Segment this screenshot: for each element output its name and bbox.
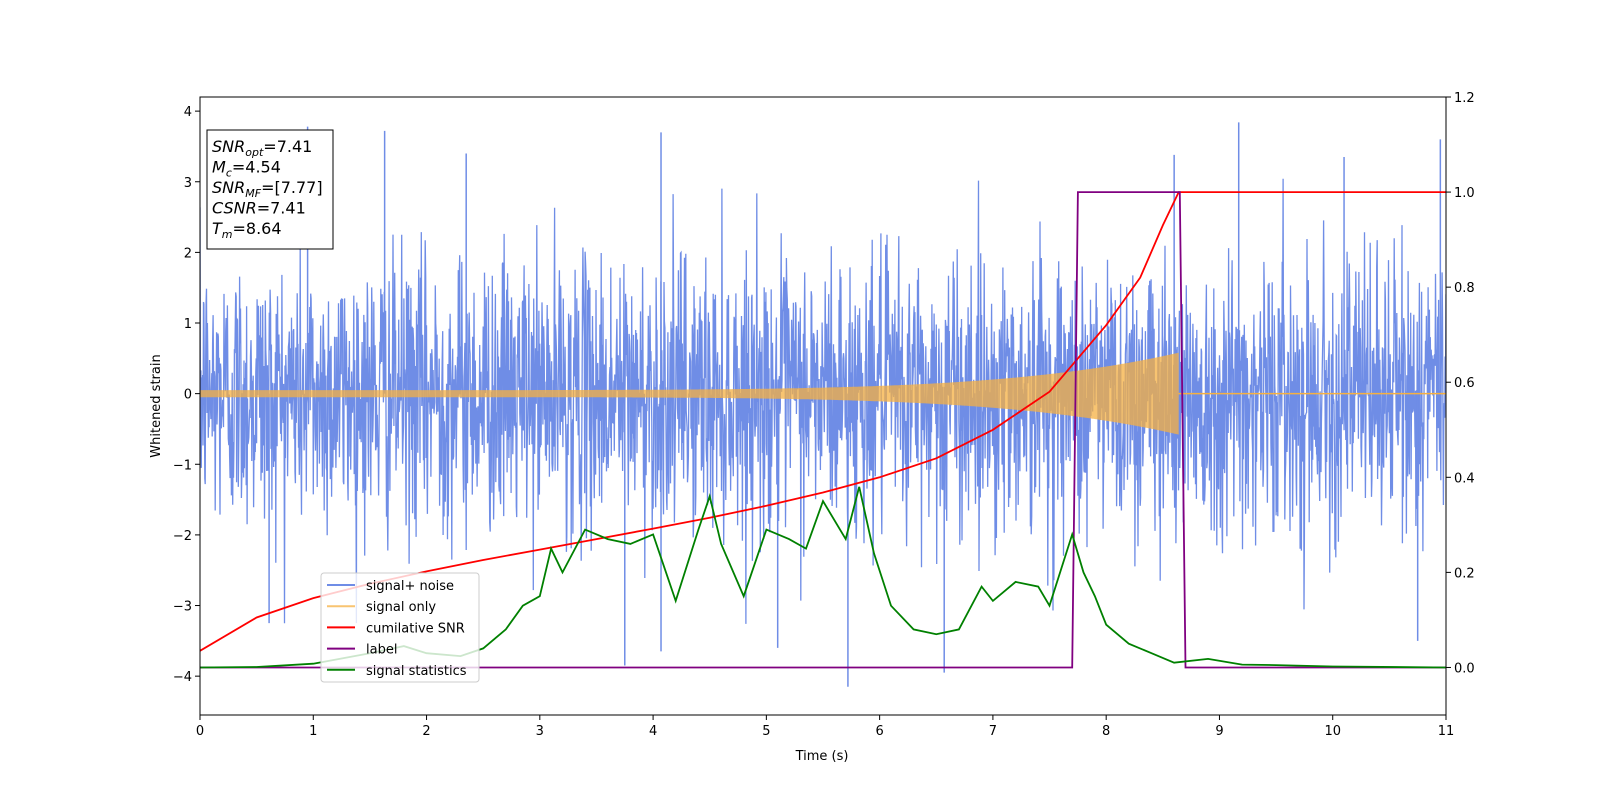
x-axis-label: Time (s) [795, 749, 849, 764]
legend: signal+ noise signal only cumilative SNR la… [320, 572, 480, 683]
y-axis-left: −4 −3 −2 −1 0 1 2 3 4 [173, 105, 200, 685]
x-tick-label: 4 [649, 724, 657, 739]
y-tick-label-left: 2 [184, 246, 192, 261]
y-axis-label: Whitened strain [149, 354, 164, 457]
info-box-line: Tm=8.64 [212, 219, 282, 241]
x-tick-label: 0 [196, 724, 204, 739]
x-tick-label: 6 [875, 724, 883, 739]
x-tick-label: 11 [1438, 724, 1455, 739]
info-box-line: Mc=4.54 [212, 158, 281, 180]
y-tick-label-left: 3 [184, 176, 192, 191]
series-label [200, 191, 1446, 669]
y-axis-right: 0.0 0.2 0.4 0.6 0.8 1.0 1.2 [1446, 91, 1475, 676]
info-box: SNRopt=7.41Mc=4.54SNRMF=[7.77]CSNR=7.41T… [206, 129, 334, 250]
y-tick-label-left: −1 [173, 458, 192, 473]
y-tick-label-left: −3 [173, 600, 192, 615]
y-tick-label-left: −2 [173, 529, 192, 544]
x-axis: 0 1 2 3 4 5 6 7 8 9 10 11 [196, 715, 1454, 739]
info-box-line: SNRopt=7.41 [212, 137, 312, 159]
x-tick-label: 10 [1324, 724, 1341, 739]
y-tick-label-left: −4 [173, 670, 192, 685]
info-box-line: SNRMF=[7.77] [212, 178, 323, 200]
y-tick-label-right: 1.0 [1454, 186, 1475, 201]
y-tick-label-left: 0 [184, 388, 192, 403]
x-tick-label: 8 [1102, 724, 1110, 739]
x-tick-label: 9 [1215, 724, 1223, 739]
series-signal-noise [200, 178, 1446, 624]
y-tick-label-left: 4 [184, 105, 192, 120]
legend-label-label: label [366, 643, 397, 658]
legend-cumilative-snr-label: cumilative SNR [366, 621, 465, 636]
y-tick-label-right: 0.0 [1454, 661, 1475, 676]
x-tick-label: 2 [422, 724, 430, 739]
legend-frame [320, 572, 480, 683]
x-tick-label: 1 [309, 724, 317, 739]
info-box-frame [206, 129, 334, 250]
legend-signal-statistics-label: signal statistics [366, 664, 467, 679]
x-tick-label: 3 [536, 724, 544, 739]
y-tick-label-right: 1.2 [1454, 91, 1475, 106]
y-tick-label-right: 0.2 [1454, 566, 1475, 581]
y-tick-label-right: 0.6 [1454, 376, 1475, 391]
legend-signal-noise-label: signal+ noise [366, 579, 454, 594]
y-tick-label-left: 1 [184, 317, 192, 332]
x-tick-label: 7 [989, 724, 997, 739]
info-box-line: CSNR=7.41 [212, 199, 306, 218]
plot-frame [199, 96, 1447, 716]
y-tick-label-right: 0.8 [1454, 281, 1475, 296]
y-tick-label-right: 0.4 [1454, 471, 1475, 486]
x-tick-label: 5 [762, 724, 770, 739]
legend-signal-only-label: signal only [366, 600, 436, 615]
series-signal-only [200, 352, 1179, 435]
series-signal-statistics [200, 486, 1446, 669]
